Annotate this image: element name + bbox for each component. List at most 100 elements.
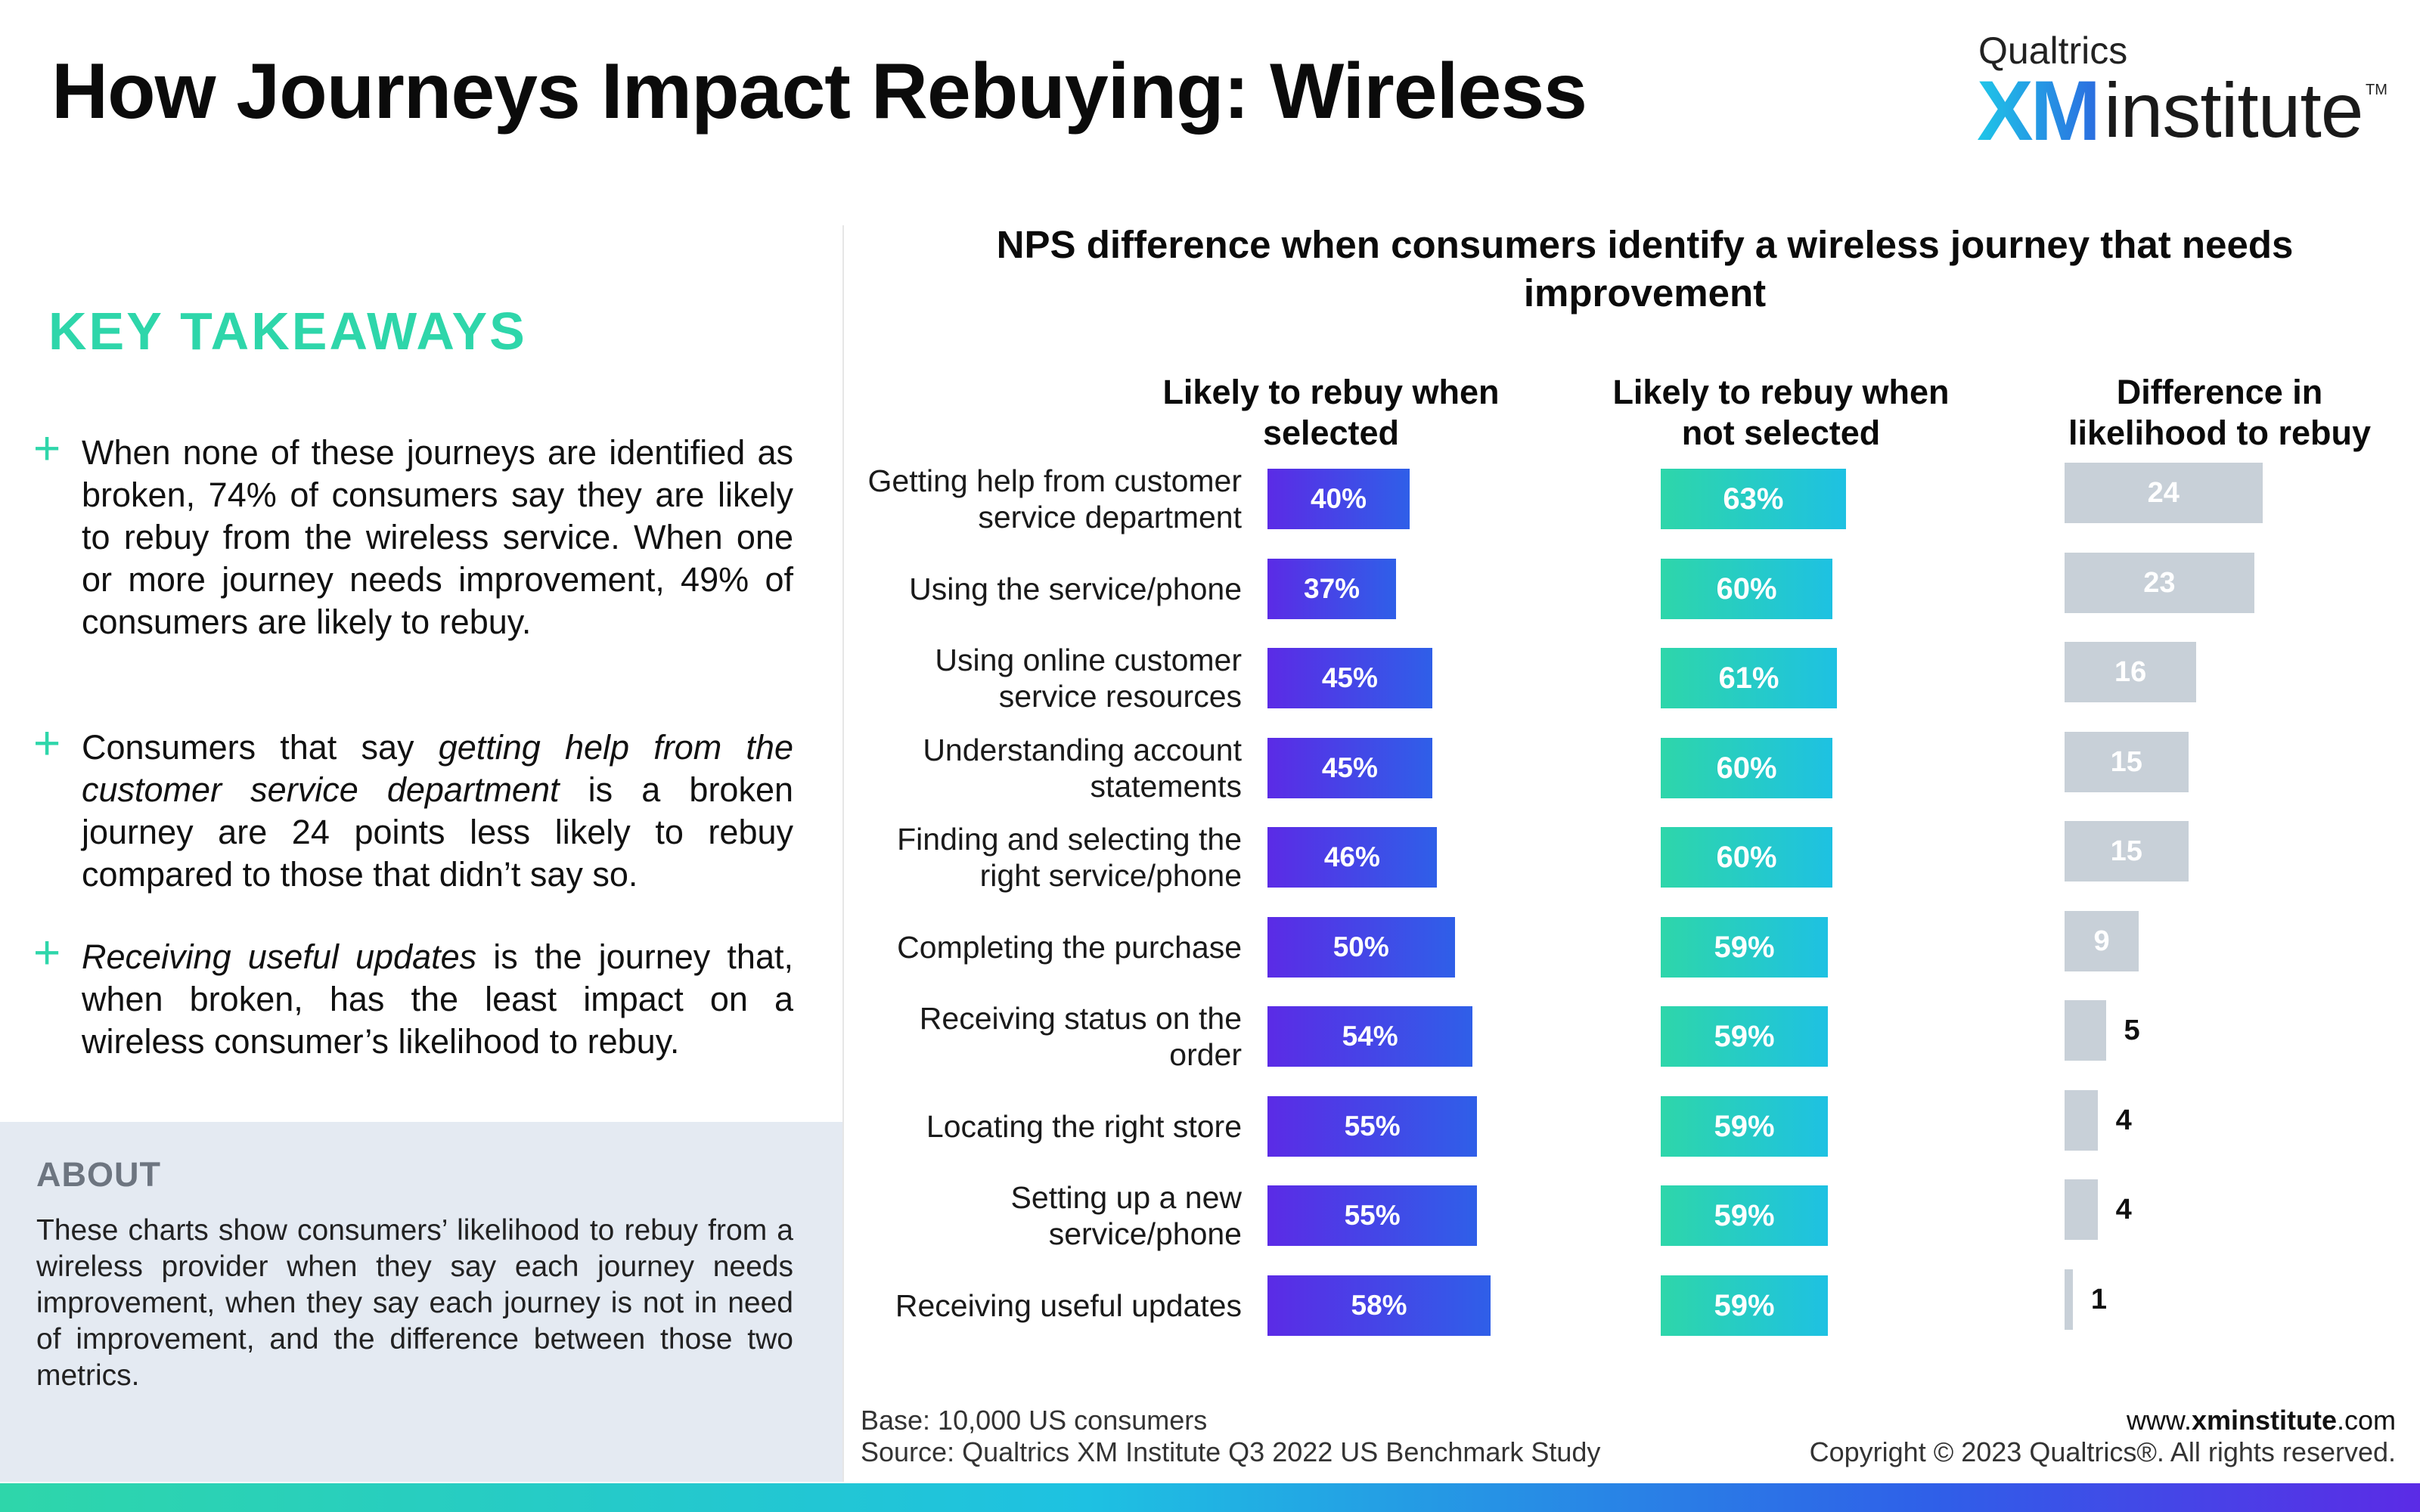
url-suffix: .com [2336, 1405, 2396, 1436]
category-label-line: Understanding account [923, 732, 1242, 767]
category-label: Completing the purchase [818, 929, 1242, 965]
bar-selected: 54% [1267, 1006, 1473, 1067]
takeaway-text-emphasis: getting help from the customer service d… [82, 728, 793, 809]
key-takeaways-heading: KEY TAKEAWAYS [48, 302, 527, 361]
copyright: Copyright © 2023 Qualtrics®. All rights … [1809, 1436, 2396, 1467]
takeaway-item: + Consumers that say getting help from t… [33, 720, 793, 896]
column-header-selected: Likely to rebuy when selected [1162, 373, 1500, 452]
bar-not-selected: 60% [1661, 737, 1832, 798]
category-label: Finding and selecting the right service/p… [818, 821, 1242, 894]
difference-label: 15 [2110, 835, 2142, 867]
chart-title: NPS difference when consumers identify a… [996, 223, 2294, 314]
bar-selected: 46% [1267, 827, 1437, 888]
category-label-line: Using online customer [935, 643, 1242, 677]
logo-institute-text: institute [2104, 67, 2364, 153]
bar-selected: 50% [1267, 916, 1455, 978]
bottom-gradient-band [0, 1483, 2420, 1512]
bar-difference [2065, 910, 2139, 971]
category-label-line: statements [1090, 768, 1242, 804]
column-divider [842, 225, 844, 1482]
bar-difference [2065, 1179, 2098, 1240]
column-header-difference: Difference in likelihood to rebuy [2068, 373, 2372, 452]
plus-icon: + [33, 927, 61, 979]
about-panel [0, 1122, 842, 1482]
plus-icon: + [33, 717, 61, 770]
category-label: Setting up a new service/phone [818, 1179, 1242, 1252]
category-label-line: Receiving status on the [919, 1001, 1242, 1036]
logo-trademark: TM [2366, 82, 2387, 98]
logo-brand-text: Qualtrics [1978, 29, 2128, 72]
bar-selected: 37% [1267, 558, 1397, 619]
bar-difference [2065, 731, 2189, 792]
bar-selected: 58% [1267, 1275, 1491, 1336]
takeaway-text-emphasis: Receiving useful updates [82, 937, 477, 976]
bar-difference [2065, 821, 2189, 881]
category-label-line: Getting help from customer [867, 463, 1242, 498]
bar-not-selected: 63% [1661, 469, 1846, 529]
category-label: Getting help from customer service depart… [818, 463, 1242, 535]
page-title: How Journeys Impact Rebuying: Wireless [51, 48, 1587, 135]
difference-label: 15 [2110, 745, 2142, 778]
bar-difference [2065, 463, 2263, 523]
difference-label: 23 [2143, 566, 2176, 599]
bar-selected: 45% [1267, 737, 1432, 798]
bar-difference [2065, 1000, 2106, 1061]
takeaway-item: + When none of these journeys are identi… [33, 426, 793, 643]
category-label: Using the service/phone [818, 571, 1242, 607]
bar-not-selected: 60% [1661, 558, 1832, 619]
difference-label: 16 [2114, 656, 2147, 688]
takeaway-text-pre: Consumers that say [82, 728, 439, 767]
bar-selected: 45% [1267, 648, 1432, 708]
logo-xm-mark: XM [1977, 64, 2101, 158]
difference-label: 24 [2147, 477, 2180, 509]
bar-not-selected: 61% [1661, 648, 1837, 708]
difference-label: 9 [2093, 925, 2110, 957]
website-url: www.xminstitute.com [2127, 1405, 2396, 1436]
category-label-line: service resources [998, 679, 1242, 714]
category-label-line: Setting up a new [1010, 1180, 1242, 1215]
takeaway-text-post: is the journey that, when broken, has th… [82, 937, 793, 1061]
difference-label: 5 [2124, 1015, 2140, 1046]
category-label: Receiving status on the order [818, 1000, 1242, 1073]
about-text: These charts show consumers’ likelihood … [36, 1214, 793, 1392]
category-label-line: Locating the right store [926, 1108, 1242, 1144]
bar-difference [2065, 1269, 2073, 1330]
bar-not-selected: 60% [1661, 827, 1832, 888]
bar-difference [2065, 552, 2254, 613]
category-label: Locating the right store [818, 1108, 1242, 1145]
category-label-line: Using the service/phone [909, 571, 1242, 606]
category-label-line: Completing the purchase [897, 929, 1242, 965]
category-label: Understanding account statements [818, 732, 1242, 804]
difference-label: 1 [2090, 1283, 2108, 1315]
bar-difference [2065, 642, 2197, 702]
url-prefix: www. [2126, 1405, 2192, 1436]
bar-not-selected: 59% [1661, 1185, 1829, 1246]
bar-not-selected: 59% [1661, 1095, 1829, 1157]
takeaway-text: When none of these journeys are identifi… [82, 433, 793, 641]
url-domain: xminstitute [2191, 1405, 2337, 1436]
difference-label: 4 [2115, 1194, 2132, 1225]
takeaway-text: Receiving useful updates is the journey … [82, 936, 793, 1063]
bar-not-selected: 59% [1661, 916, 1829, 978]
base-note: Base: 10,000 US consumers [861, 1405, 1208, 1436]
takeaway-text: Consumers that say getting help from the… [82, 727, 793, 896]
bar-selected: 40% [1267, 469, 1410, 529]
category-label-line: right service/phone [979, 858, 1242, 893]
category-label: Using online customer service resources [818, 642, 1242, 714]
about-heading: ABOUT [36, 1155, 161, 1194]
category-label-line: Receiving useful updates [895, 1287, 1242, 1323]
bar-selected: 55% [1267, 1185, 1478, 1246]
category-label-line: order [1169, 1037, 1242, 1072]
takeaway-item: + Receiving useful updates is the journe… [33, 930, 793, 1063]
category-label: Receiving useful updates [818, 1287, 1242, 1324]
difference-label: 4 [2115, 1104, 2132, 1136]
column-header-not-selected: Likely to rebuy when not selected [1612, 373, 1950, 452]
category-label-line: service/phone [1048, 1216, 1242, 1251]
bar-difference [2065, 1089, 2098, 1151]
bar-not-selected: 59% [1661, 1006, 1829, 1067]
category-label-line: service department [978, 500, 1242, 534]
category-label-line: Finding and selecting the [897, 822, 1242, 857]
takeaway-text-post: is a broken journey are 24 points less l… [82, 770, 794, 894]
plus-icon: + [33, 423, 61, 475]
bar-not-selected: 59% [1661, 1275, 1829, 1336]
